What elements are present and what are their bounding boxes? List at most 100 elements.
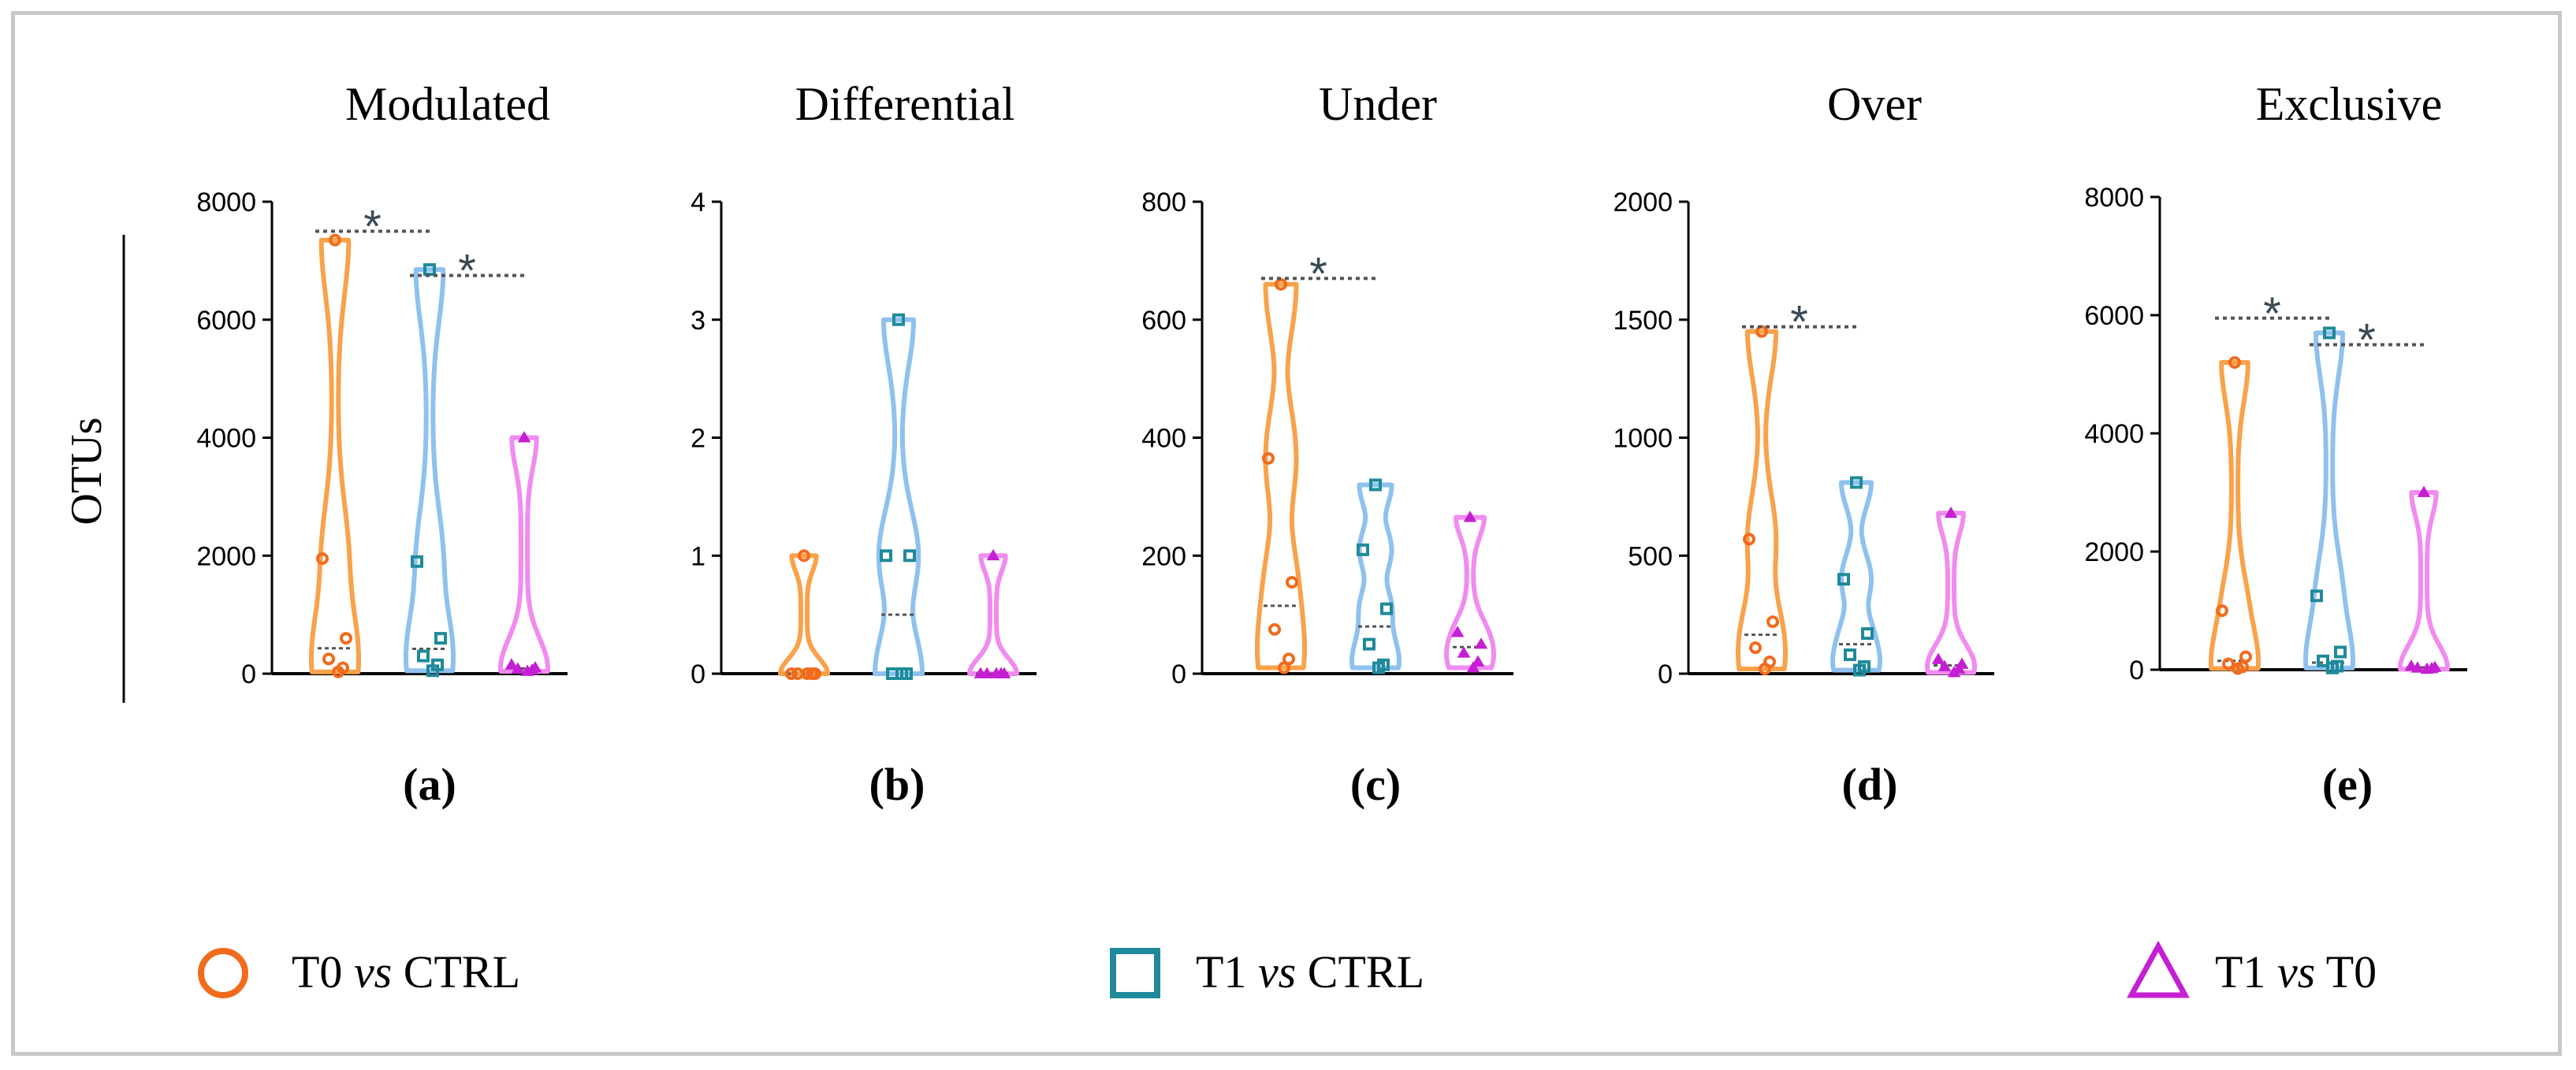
data-point bbox=[2317, 654, 2329, 667]
data-point bbox=[511, 662, 525, 674]
data-point bbox=[520, 664, 534, 676]
legend-item-t1-vs-t0: T1 vs T0 bbox=[2127, 940, 2377, 998]
data-point bbox=[903, 549, 916, 563]
data-point bbox=[806, 667, 818, 680]
y-tick-label: 8000 bbox=[2084, 183, 2144, 213]
data-point bbox=[1947, 666, 1961, 678]
significance-star: * bbox=[2263, 288, 2281, 340]
legend-label: T1 vs CTRL bbox=[1196, 946, 1424, 998]
data-point bbox=[434, 632, 447, 645]
panel-title: Differential bbox=[795, 78, 1015, 130]
legend-square-icon bbox=[1110, 948, 1160, 998]
y-tick-label: 6000 bbox=[2084, 301, 2144, 331]
data-point bbox=[1450, 626, 1465, 637]
y-tick-label: 2000 bbox=[196, 541, 256, 571]
significance-star: * bbox=[363, 201, 382, 252]
violin-outline bbox=[2303, 330, 2355, 671]
data-point bbox=[316, 552, 329, 565]
violin-t1-vs-t0 bbox=[498, 431, 550, 676]
data-point bbox=[2228, 356, 2241, 369]
violin-outline bbox=[1830, 480, 1882, 673]
panel-letter: (d) bbox=[1842, 759, 1898, 810]
y-tick-label: 1500 bbox=[1613, 306, 1673, 336]
panel-modulated: Modulated (a) 0 2000 4000 6000 8000 * * bbox=[196, 78, 568, 810]
y-tick-label: 6000 bbox=[196, 306, 256, 336]
panel-title: Exclusive bbox=[2256, 78, 2443, 130]
data-point bbox=[1363, 637, 1375, 651]
data-point bbox=[989, 667, 1003, 678]
y-tick-label: 2000 bbox=[1613, 188, 1673, 217]
data-point bbox=[2417, 485, 2431, 497]
panel-title: Over bbox=[1827, 78, 1922, 130]
data-point bbox=[1286, 575, 1298, 589]
violin-t0-vs-ctrl bbox=[778, 549, 830, 680]
data-point bbox=[1466, 661, 1480, 673]
violin-t0-vs-ctrl bbox=[309, 233, 361, 678]
data-point bbox=[1759, 663, 1771, 676]
data-point bbox=[2216, 604, 2228, 617]
violin-outline bbox=[967, 553, 1019, 676]
data-point bbox=[1457, 646, 1471, 658]
data-point bbox=[1268, 622, 1281, 636]
legend-label-suffix: CTRL bbox=[392, 946, 520, 998]
y-tick-label: 800 bbox=[1141, 188, 1186, 217]
data-point bbox=[417, 649, 430, 663]
data-point bbox=[895, 667, 908, 680]
data-point bbox=[785, 667, 798, 680]
data-point bbox=[880, 549, 892, 563]
violin-t1-vs-t0 bbox=[1925, 506, 1977, 678]
panel-differential: Differential (b) 0 1 2 3 4 bbox=[691, 78, 1037, 810]
data-point bbox=[2222, 657, 2235, 671]
data-point bbox=[1850, 476, 1863, 489]
y-tick-label: 1000 bbox=[1613, 424, 1673, 454]
panel-under: Under (c) 0 200 400 600 800 * bbox=[1141, 78, 1513, 810]
legend-label-suffix: T0 bbox=[2315, 946, 2377, 998]
legend-label-prefix: T0 bbox=[292, 946, 354, 998]
violin-t1-vs-ctrl bbox=[1349, 478, 1402, 674]
violin-t1-vs-ctrl bbox=[873, 313, 925, 680]
data-point bbox=[1931, 652, 1945, 664]
y-tick-label: 0 bbox=[1658, 659, 1673, 689]
y-tick-label: 4000 bbox=[2084, 419, 2144, 449]
legend-label: T0 vs CTRL bbox=[292, 946, 520, 998]
data-point bbox=[1474, 637, 1488, 649]
y-tick-label: 3 bbox=[691, 306, 705, 336]
panel-exclusive: Exclusive (e) 0 2000 4000 6000 8000 * * bbox=[2084, 78, 2467, 810]
data-point bbox=[986, 548, 1000, 561]
legend-item-t1-vs-ctrl: T1 vs CTRL bbox=[1110, 946, 1424, 998]
data-point bbox=[801, 667, 813, 680]
data-point bbox=[2334, 645, 2347, 659]
panel-letter: (e) bbox=[2322, 759, 2373, 810]
violin-outline bbox=[2209, 360, 2261, 671]
data-point bbox=[2420, 662, 2434, 674]
data-point bbox=[1372, 661, 1385, 674]
violin-outline bbox=[1736, 329, 1788, 671]
data-point bbox=[2310, 589, 2323, 603]
y-tick-label: 0 bbox=[1171, 659, 1186, 689]
violin-t1-vs-ctrl bbox=[2303, 326, 2355, 674]
panel-letter: (c) bbox=[1350, 759, 1401, 810]
legend-item-t0-vs-ctrl: T0 vs CTRL bbox=[198, 946, 520, 998]
y-tick-label: 0 bbox=[691, 659, 705, 689]
violin-outline bbox=[873, 317, 925, 676]
violin-t1-vs-t0 bbox=[967, 548, 1019, 678]
y-tick-label: 500 bbox=[1628, 541, 1673, 571]
data-point bbox=[1743, 533, 1755, 546]
panel-title: Under bbox=[1319, 78, 1437, 130]
y-tick-label: 0 bbox=[2129, 656, 2144, 685]
data-point bbox=[1369, 478, 1382, 492]
y-tick-label: 0 bbox=[241, 659, 256, 689]
violin-t0-vs-ctrl bbox=[1255, 277, 1307, 674]
y-tick-label: 400 bbox=[1141, 424, 1186, 454]
data-point bbox=[1749, 641, 1762, 655]
data-point bbox=[322, 652, 335, 666]
significance-star: * bbox=[2358, 315, 2376, 366]
violin-outline bbox=[1255, 281, 1307, 671]
panel-title: Modulated bbox=[345, 78, 550, 130]
data-point bbox=[980, 667, 994, 678]
violin-t1-vs-t0 bbox=[1444, 511, 1496, 673]
violin-outline bbox=[2398, 490, 2450, 672]
data-point bbox=[1471, 655, 1485, 667]
data-point bbox=[2232, 662, 2244, 675]
